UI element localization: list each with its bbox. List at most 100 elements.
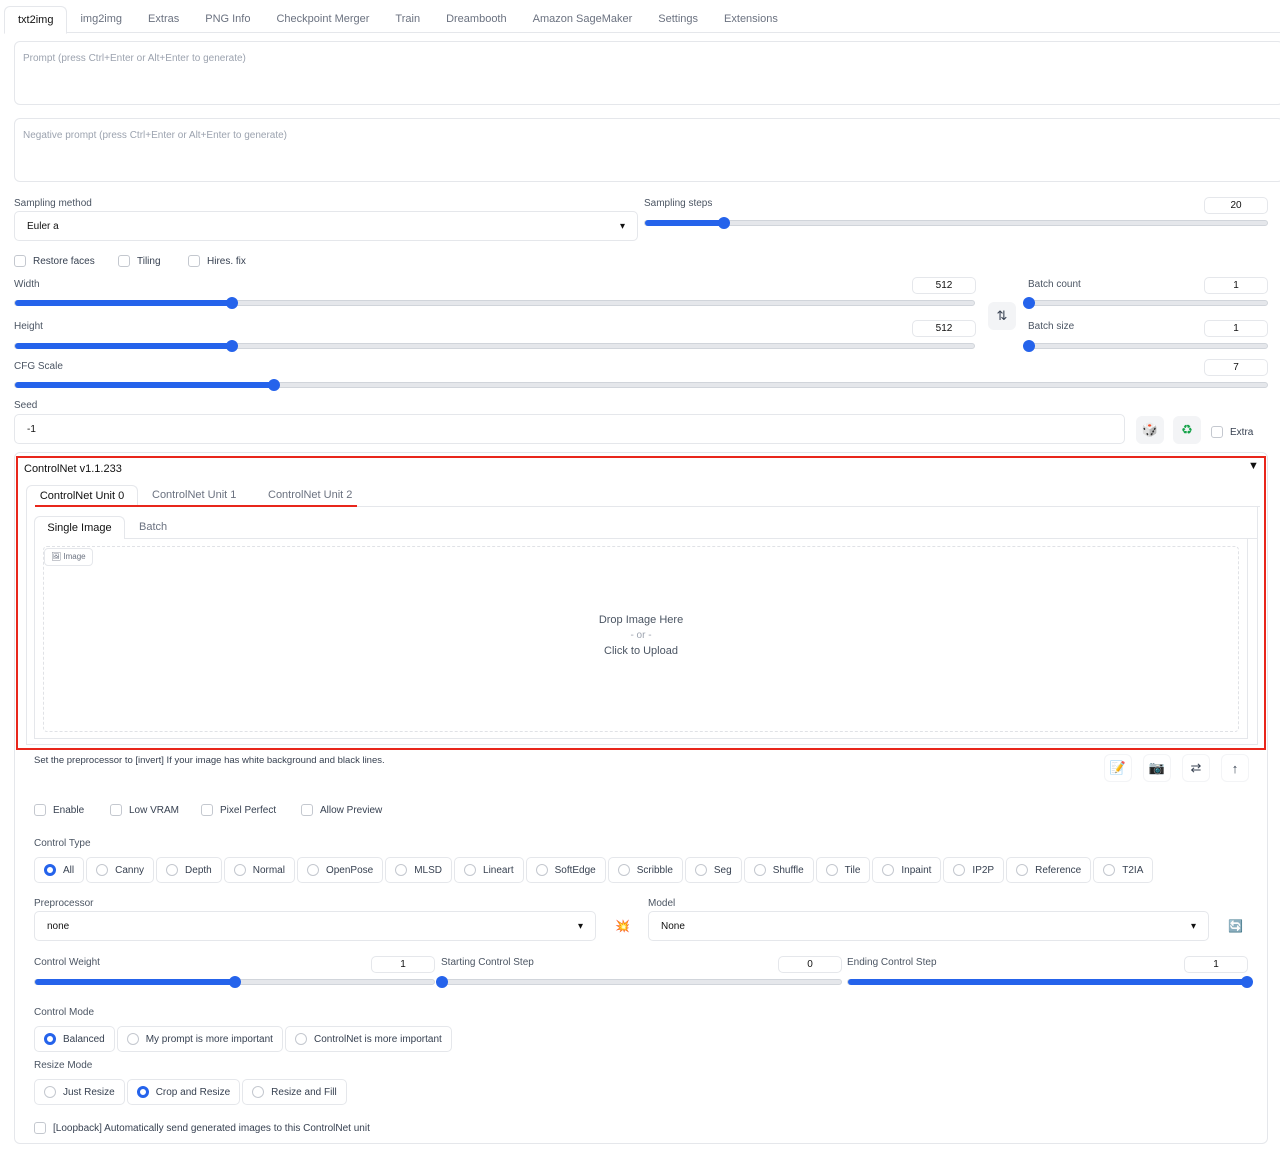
tab-controlnet-unit-1[interactable]: ControlNet Unit 1	[152, 489, 237, 501]
tab-extras[interactable]: Extras	[148, 13, 180, 25]
or-text: - or -	[630, 630, 652, 641]
resize-mode-resize-and-fill[interactable]: Resize and Fill	[242, 1079, 347, 1105]
control-type-all[interactable]: All	[34, 857, 85, 883]
control-mode-label: Control Mode	[34, 1007, 95, 1018]
width-label: Width	[14, 279, 40, 290]
reuse-seed-button[interactable]: ♻	[1173, 416, 1201, 444]
control-type-softedge[interactable]: SoftEdge	[525, 857, 606, 883]
control-type-depth[interactable]: Depth	[156, 857, 222, 883]
collapse-triangle-icon[interactable]: ▼	[1248, 460, 1259, 472]
starting-step-slider[interactable]	[436, 976, 842, 988]
tab-png-info[interactable]: PNG Info	[205, 13, 251, 25]
tab-checkpoint-merger[interactable]: Checkpoint Merger	[276, 13, 370, 25]
control-type-mlsd[interactable]: MLSD	[385, 857, 453, 883]
controlnet-title[interactable]: ControlNet v1.1.233	[24, 463, 122, 475]
tab-txt2img[interactable]: txt2img	[4, 6, 68, 34]
radio-icon	[136, 1086, 149, 1098]
sampling-steps-input[interactable]: 20	[1204, 197, 1268, 214]
ending-step-input[interactable]: 1	[1184, 956, 1248, 973]
control-type-seg[interactable]: Seg	[684, 857, 742, 883]
refresh-models-icon[interactable]: 🔄	[1228, 919, 1243, 933]
pixel-perfect-checkbox[interactable]: Pixel Perfect	[201, 804, 276, 816]
allow-preview-checkbox[interactable]: Allow Preview	[301, 804, 382, 816]
enable-checkbox[interactable]: Enable	[34, 804, 84, 816]
control-type-lineart[interactable]: Lineart	[454, 857, 524, 883]
seed-input[interactable]: -1	[14, 414, 1125, 444]
tab-controlnet-unit-0[interactable]: ControlNet Unit 0	[26, 485, 138, 507]
cfg-scale-slider[interactable]	[14, 379, 1268, 391]
tab-single-image[interactable]: Single Image	[34, 516, 125, 539]
preprocessor-select[interactable]: none ▾	[34, 911, 596, 941]
cfg-scale-input[interactable]: 7	[1204, 359, 1268, 376]
resize-mode-just-resize[interactable]: Just Resize	[34, 1079, 125, 1105]
extra-seed-checkbox[interactable]: Extra	[1211, 426, 1253, 438]
batch-size-input[interactable]: 1	[1204, 320, 1268, 337]
width-input[interactable]: 512	[912, 277, 976, 294]
control-type-canny[interactable]: Canny	[86, 857, 155, 883]
tab-train[interactable]: Train	[395, 13, 421, 25]
radio-icon	[464, 864, 477, 876]
control-type-radio-group: All Canny Depth Normal OpenPose MLSD Lineart So…	[34, 857, 1154, 883]
batch-count-input[interactable]: 1	[1204, 277, 1268, 294]
radio-icon	[96, 864, 109, 876]
loopback-checkbox[interactable]: [Loopback] Automatically send generated …	[34, 1122, 370, 1134]
control-type-shuffle[interactable]: Shuffle	[743, 857, 814, 883]
tab-img2img[interactable]: img2img	[80, 13, 123, 25]
ending-step-label: Ending Control Step	[847, 957, 937, 968]
hires-fix-checkbox[interactable]: Hires. fix	[188, 255, 246, 267]
run-preprocessor-icon[interactable]: 💥	[615, 919, 630, 933]
starting-step-input[interactable]: 0	[778, 956, 842, 973]
control-type-openpose[interactable]: OpenPose	[296, 857, 384, 883]
tab-extensions[interactable]: Extensions	[724, 13, 778, 25]
model-select[interactable]: None ▾	[648, 911, 1209, 941]
prompt-input[interactable]: Prompt (press Ctrl+Enter or Alt+Enter to…	[14, 41, 1280, 105]
tiling-checkbox[interactable]: Tiling	[118, 255, 161, 267]
radio-icon	[953, 864, 966, 876]
sampling-method-label: Sampling method	[14, 198, 92, 209]
image-panel	[34, 539, 1248, 739]
control-mode-my-prompt-is-more-important[interactable]: My prompt is more important	[116, 1026, 283, 1052]
tab-controlnet-unit-2[interactable]: ControlNet Unit 2	[268, 489, 353, 501]
radio-icon	[166, 864, 179, 876]
edit-canvas-button[interactable]: 📝	[1104, 754, 1132, 782]
height-slider[interactable]	[14, 340, 975, 352]
control-type-tile[interactable]: Tile	[815, 857, 871, 883]
resize-mode-label: Resize Mode	[34, 1060, 93, 1071]
low-vram-checkbox[interactable]: Low VRAM	[110, 804, 179, 816]
tab-amazon-sagemaker[interactable]: Amazon SageMaker	[532, 13, 633, 25]
tab-dreambooth[interactable]: Dreambooth	[446, 13, 507, 25]
control-mode-controlnet-is-more-important[interactable]: ControlNet is more important	[284, 1026, 452, 1052]
swap-dimensions-button[interactable]: ⇅	[988, 302, 1016, 330]
image-dropzone[interactable]: Drop Image Here - or - Click to Upload	[43, 546, 1239, 732]
sampling-steps-slider[interactable]	[644, 217, 1268, 229]
webcam-button[interactable]: 📷	[1143, 754, 1171, 782]
radio-icon	[1016, 864, 1029, 876]
width-slider[interactable]	[14, 297, 975, 309]
control-weight-slider[interactable]	[34, 976, 435, 988]
control-type-t2ia[interactable]: T2IA	[1093, 857, 1154, 883]
negative-prompt-input[interactable]: Negative prompt (press Ctrl+Enter or Alt…	[14, 118, 1280, 182]
batch-size-slider[interactable]	[1023, 340, 1268, 352]
radio-icon	[753, 864, 766, 876]
control-type-normal[interactable]: Normal	[223, 857, 295, 883]
control-type-ip2p[interactable]: IP2P	[943, 857, 1005, 883]
control-type-scribble[interactable]: Scribble	[607, 857, 683, 883]
control-mode-balanced[interactable]: Balanced	[34, 1026, 115, 1052]
dice-icon: 🎲	[1141, 422, 1159, 437]
tab-settings[interactable]: Settings	[658, 13, 699, 25]
restore-faces-checkbox[interactable]: Restore faces	[14, 255, 95, 267]
random-seed-button[interactable]: 🎲	[1136, 416, 1164, 444]
dropdown-arrow-icon: ▾	[619, 220, 625, 232]
mirror-button[interactable]: ⇄	[1182, 754, 1210, 782]
sampling-method-select[interactable]: Euler a ▾	[14, 211, 638, 241]
ending-step-slider[interactable]	[847, 976, 1253, 988]
tab-batch[interactable]: Batch	[139, 521, 168, 533]
resize-mode-crop-and-resize[interactable]: Crop and Resize	[126, 1079, 241, 1105]
image-label-badge: 🖼 Image	[44, 548, 93, 566]
height-input[interactable]: 512	[912, 320, 976, 337]
control-weight-input[interactable]: 1	[371, 956, 435, 973]
send-dimensions-button[interactable]: ↑	[1221, 754, 1249, 782]
control-type-inpaint[interactable]: Inpaint	[872, 857, 942, 883]
control-type-reference[interactable]: Reference	[1006, 857, 1092, 883]
batch-count-slider[interactable]	[1023, 297, 1268, 309]
